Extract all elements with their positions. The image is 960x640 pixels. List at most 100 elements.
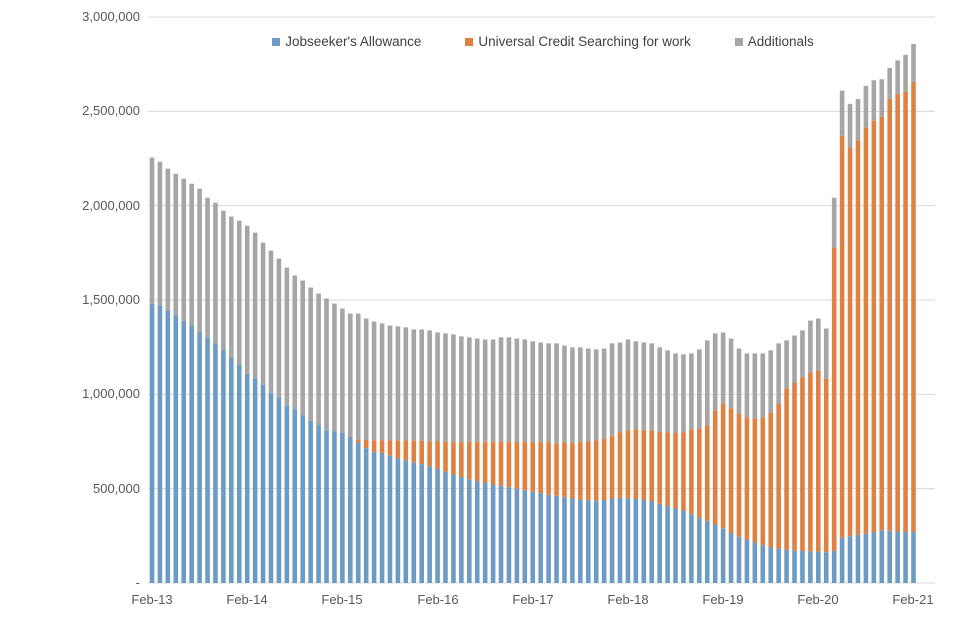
bar-segment-additionals (197, 188, 202, 333)
bar-segment-additionals (816, 318, 821, 371)
bar-segment-jsa (459, 476, 464, 583)
additionals-swatch-icon (734, 37, 743, 46)
bar-segment-additionals (522, 339, 528, 443)
bar-segment-uc (839, 135, 845, 538)
bar-segment-uc (459, 442, 464, 477)
x-tick-label: Feb-19 (702, 592, 744, 607)
bar-segment-additionals (482, 339, 488, 442)
bar-segment-jsa (284, 405, 290, 583)
bar-segment-jsa (760, 545, 766, 583)
bar-segment-additionals (451, 334, 456, 443)
bar-segment-uc (776, 403, 781, 549)
bar-segment-jsa (625, 498, 631, 583)
bar-segment-uc (633, 429, 639, 500)
bar-segment-uc (689, 429, 694, 515)
bar-segment-additionals (371, 321, 377, 441)
bar-segment-additionals (720, 332, 726, 404)
bar-segment-jsa (355, 442, 361, 583)
bar-segment-uc (395, 440, 401, 459)
bar-segment-jsa (316, 425, 321, 583)
bar-segment-jsa (839, 537, 845, 583)
bar-segment-jsa (673, 508, 678, 583)
bar-segment-jsa (324, 430, 329, 583)
bar-segment-uc (522, 442, 528, 491)
bar-segment-uc (443, 441, 448, 472)
bar-segment-additionals (673, 353, 678, 434)
bar-segment-additionals (681, 354, 686, 433)
bar-segment-additionals (348, 313, 353, 436)
bar-segment-uc (617, 432, 623, 498)
bar-segment-jsa (895, 531, 900, 583)
legend-label-additionals: Additionals (747, 34, 814, 49)
bar-segment-jsa (728, 533, 734, 583)
bar-segment-jsa (371, 451, 377, 583)
bar-segment-uc (419, 440, 424, 465)
bar-segment-uc (728, 408, 734, 533)
bar-segment-uc (641, 429, 647, 500)
bar-segment-uc (506, 441, 512, 488)
bar-segment-additionals (403, 327, 409, 441)
bar-segment-uc (736, 413, 742, 537)
legend-label-uc: Universal Credit Searching for work (478, 34, 691, 49)
bar-segment-uc (609, 435, 615, 499)
bar-segment-jsa (506, 487, 512, 583)
uc-swatch-icon (465, 37, 474, 46)
bar-segment-additionals (252, 232, 258, 379)
bar-segment-uc (903, 91, 908, 533)
bar-segment-uc (649, 430, 655, 502)
bar-segment-uc (768, 412, 774, 548)
bar-segment-jsa (768, 547, 774, 583)
bar-segment-additionals (181, 178, 187, 321)
x-tick-label: Feb-21 (892, 592, 934, 607)
bar-segment-additionals (292, 275, 298, 410)
bar-segment-jsa (173, 315, 179, 583)
bar-segment-jsa (474, 481, 480, 583)
bar-segment-jsa (609, 498, 615, 583)
bar-segment-uc (879, 116, 885, 531)
bar-segment-jsa (300, 415, 306, 583)
bar-segment-uc (808, 372, 813, 552)
bar-segment-jsa (387, 455, 393, 583)
bar-segment-jsa (213, 343, 218, 583)
bar-segment-jsa (538, 493, 543, 583)
bar-segment-additionals (530, 341, 536, 443)
bar-segment-jsa (847, 536, 853, 583)
bar-segment-uc (570, 442, 575, 499)
bar-segment-additionals (879, 79, 885, 117)
bar-segment-additionals (903, 54, 908, 92)
bar-segment-additionals (379, 323, 385, 441)
bar-segment-additionals (863, 85, 869, 128)
bar-segment-additionals (165, 168, 171, 311)
bar-segment-uc (657, 431, 662, 504)
bar-segment-uc (816, 370, 821, 552)
bar-segment-jsa (379, 452, 385, 583)
bar-segment-additionals (332, 303, 337, 432)
bar-segment-uc (720, 403, 726, 529)
bar-segment-additionals (308, 287, 313, 421)
bar-segment-uc (792, 382, 797, 551)
bar-segment-jsa (657, 503, 662, 583)
bar-segment-jsa (229, 357, 234, 583)
bar-segment-additionals (149, 157, 155, 304)
bar-segment-jsa (451, 474, 456, 583)
bar-segment-additionals (697, 349, 702, 429)
bar-segment-jsa (276, 397, 282, 583)
bar-segment-jsa (776, 548, 781, 583)
bar-segment-uc (784, 388, 789, 550)
bar-segment-uc (466, 441, 472, 480)
bar-segment-additionals (363, 318, 369, 440)
bar-segment-jsa (348, 436, 353, 583)
bar-segment-additionals (284, 267, 290, 406)
bar-segment-jsa (712, 524, 718, 583)
bar-segment-jsa (482, 483, 488, 583)
jsa-swatch-icon (272, 37, 281, 46)
bar-segment-jsa (363, 448, 369, 583)
bar-segment-additionals (419, 329, 424, 441)
bar-segment-uc (585, 441, 591, 501)
bar-segment-additionals (578, 347, 583, 443)
bar-segment-uc (681, 432, 686, 511)
bar-segment-uc (435, 441, 440, 469)
bar-segment-additionals (173, 173, 179, 316)
bar-segment-jsa (800, 550, 805, 583)
